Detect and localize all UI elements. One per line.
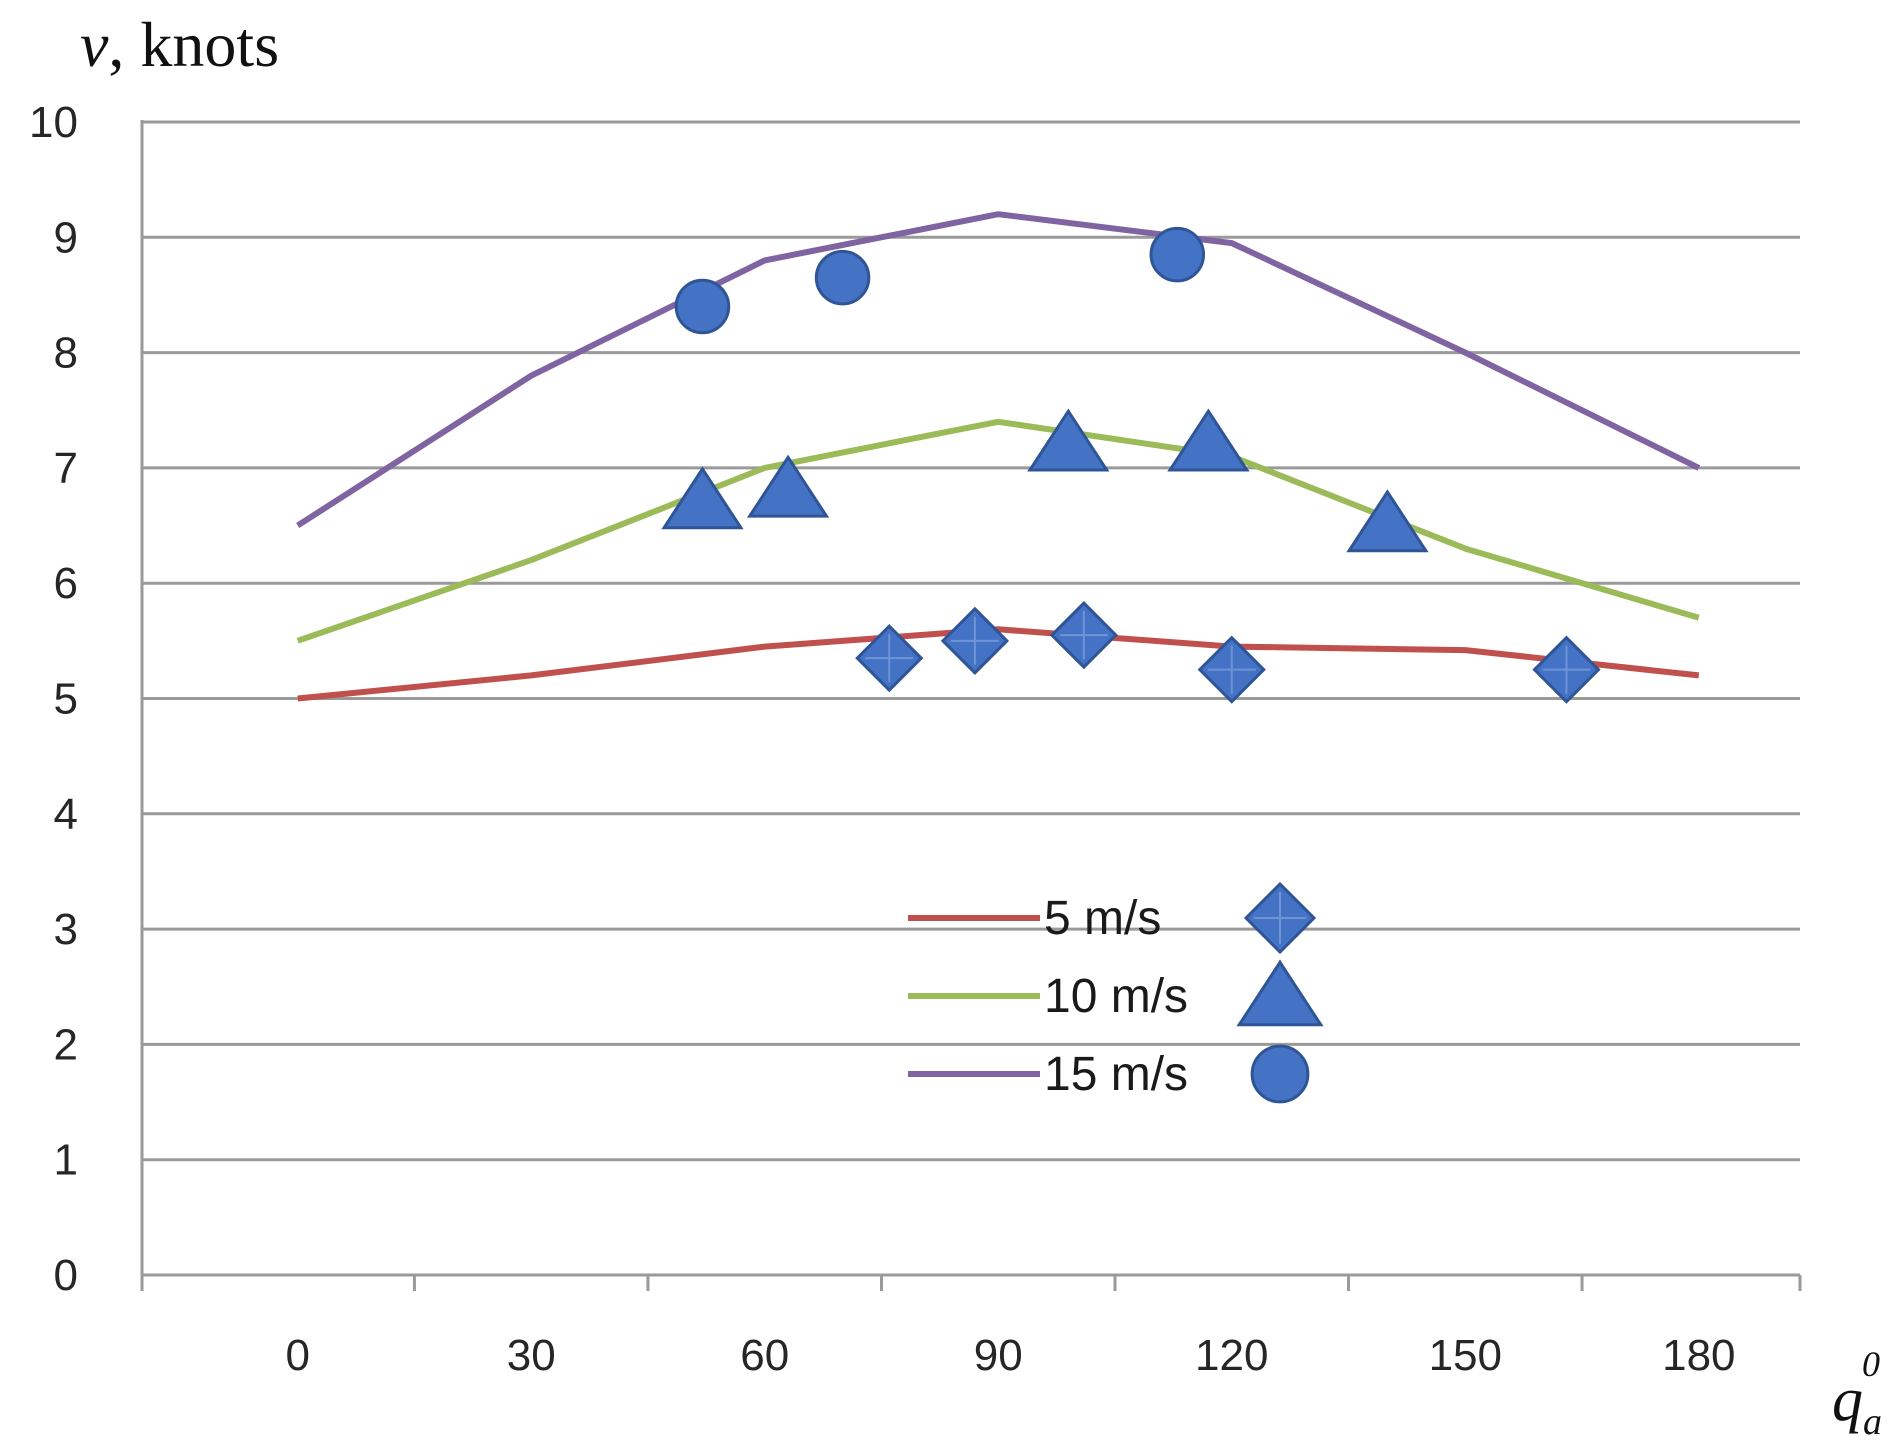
y-tick-labels: 0 1 2 3 4 5 6 7 8 9 10 xyxy=(29,98,78,1300)
x-axis-label: qa 0 xyxy=(1832,1344,1882,1443)
legend: 5 m/s 10 m/s 15 m/s xyxy=(908,881,1324,1104)
legend-label: 15 m/s xyxy=(1044,1048,1188,1101)
legend-item: 10 m/s xyxy=(908,959,1324,1027)
y-tick-label: 7 xyxy=(54,444,78,493)
y-tick-label: 8 xyxy=(54,329,78,378)
y-tick-label: 3 xyxy=(54,905,78,954)
series-line-1 xyxy=(297,626,1700,702)
data-point-diamond xyxy=(1049,600,1118,670)
axes xyxy=(140,120,1802,1291)
legend-item: 15 m/s xyxy=(908,1044,1310,1104)
y-axis-unit: , knots xyxy=(108,9,279,80)
x-tick-label: 60 xyxy=(740,1331,789,1380)
data-point-triangle xyxy=(1027,408,1110,472)
series-line-3 xyxy=(296,211,1701,529)
y-axis-label: v, knots xyxy=(80,9,279,80)
grid-lines xyxy=(142,120,1800,1162)
y-tick-label: 10 xyxy=(29,98,78,147)
data-point-circle xyxy=(674,278,731,335)
legend-item: 5 m/s xyxy=(908,881,1317,955)
legend-marker-diamond xyxy=(1243,881,1317,955)
y-tick-label: 5 xyxy=(54,675,78,724)
y-tick-label: 6 xyxy=(54,559,78,608)
y-tick-label: 1 xyxy=(54,1136,78,1185)
data-point-circle xyxy=(1149,226,1206,283)
series-lines xyxy=(296,211,1701,702)
y-axis-var: v xyxy=(80,9,109,80)
legend-label: 5 m/s xyxy=(1044,892,1161,945)
y-tick-label: 0 xyxy=(54,1251,78,1300)
data-point-triangle xyxy=(1346,489,1429,553)
legend-marker-triangle xyxy=(1236,959,1324,1027)
data-point-diamond xyxy=(1197,635,1266,704)
x-tick-labels: 0 30 60 90 120 150 180 xyxy=(285,1331,1735,1380)
x-axis-sup: 0 xyxy=(1862,1344,1880,1384)
x-axis-sub: a xyxy=(1863,1401,1882,1443)
x-tick-label: 180 xyxy=(1662,1331,1735,1380)
y-tick-label: 9 xyxy=(54,213,78,262)
data-point-triangle xyxy=(661,466,744,530)
x-tick-label: 30 xyxy=(507,1331,556,1380)
legend-marker-circle xyxy=(1250,1044,1310,1104)
y-tick-label: 2 xyxy=(54,1020,78,1069)
series-markers xyxy=(661,226,1601,704)
x-tick-label: 90 xyxy=(974,1331,1023,1380)
y-tick-label: 4 xyxy=(54,790,78,839)
x-tick-label: 150 xyxy=(1429,1331,1502,1380)
x-tick-label: 120 xyxy=(1195,1331,1268,1380)
data-point-diamond xyxy=(940,606,1010,675)
x-tick-label: 0 xyxy=(285,1331,309,1380)
data-point-circle xyxy=(814,249,871,306)
data-point-triangle xyxy=(746,454,830,518)
data-point-triangle xyxy=(1167,408,1250,472)
x-axis-var: q xyxy=(1832,1366,1863,1434)
series-line-2 xyxy=(296,418,1700,644)
legend-label: 10 m/s xyxy=(1044,970,1188,1023)
data-point-diamond xyxy=(1532,635,1601,704)
data-point-diamond xyxy=(855,624,924,693)
